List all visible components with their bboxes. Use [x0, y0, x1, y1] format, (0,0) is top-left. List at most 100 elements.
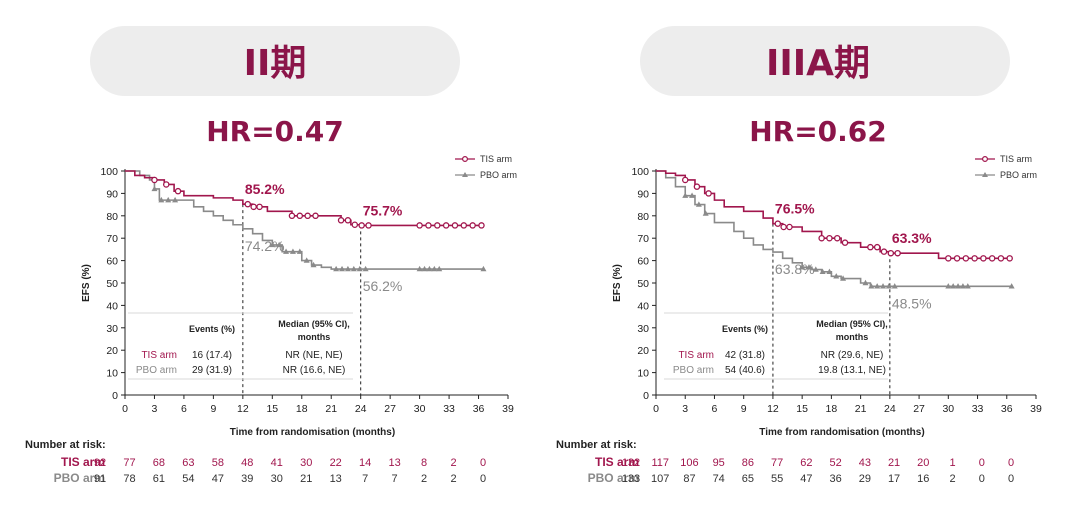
tis-censor-mark — [818, 234, 825, 242]
pbo-censor-mark — [416, 265, 423, 272]
pbo-censor-mark — [158, 196, 165, 203]
risk-tis-count: 0 — [979, 457, 985, 469]
x-axis-title: Time from randomisation (months) — [759, 427, 924, 438]
risk-pbo-count: 0 — [979, 473, 985, 485]
tis-censor-mark — [894, 249, 901, 257]
risk-pbo-count: 54 — [182, 473, 194, 485]
x-tick-label: 15 — [796, 403, 808, 415]
tis-censor-mark — [442, 222, 450, 229]
pbo-censor-mark — [695, 201, 702, 207]
y-tick-label: 70 — [637, 233, 649, 245]
risk-tis-label: TIS arm — [595, 455, 639, 469]
table-arm-label: PBO arm — [136, 365, 177, 376]
legend-tis-marker — [981, 156, 988, 163]
tis-censor-mark — [887, 249, 895, 257]
pbo-censor-mark — [805, 264, 812, 270]
risk-pbo-count: 87 — [683, 473, 695, 485]
y-tick-label: 50 — [106, 278, 118, 290]
y-tick-label: 80 — [106, 211, 118, 223]
risk-pbo-count: 2 — [949, 473, 955, 485]
tis-arm-curve — [125, 170, 484, 227]
risk-tis-count: 1 — [949, 457, 955, 469]
tis-censor-mark — [997, 255, 1005, 262]
pbo-censor-mark — [812, 266, 819, 272]
table-header-median-line1: Median (95% CI), — [278, 319, 350, 329]
pbo-censor-mark — [868, 283, 875, 289]
risk-tis-count: 58 — [212, 457, 224, 469]
table-events-value: 42 (31.8) — [725, 350, 765, 361]
risk-tis-count: 43 — [859, 457, 871, 469]
table-median-value: NR (16.6, NE) — [283, 365, 346, 376]
pbo-censor-mark — [165, 196, 172, 203]
pbo-censor-mark — [826, 268, 833, 274]
risk-tis-count: 92 — [94, 457, 106, 469]
hazard-ratio: HR=0.62 — [749, 115, 887, 148]
x-tick-label: 24 — [355, 403, 367, 415]
stage-pill — [90, 26, 460, 96]
pbo-censor-mark — [276, 241, 283, 248]
risk-tis-count: 21 — [888, 457, 900, 469]
tis-censor-mark — [988, 255, 996, 262]
x-tick-label: 33 — [443, 403, 455, 415]
risk-tis-count: 41 — [271, 457, 283, 469]
risk-tis-count: 8 — [421, 457, 427, 469]
tis-censor-mark — [873, 243, 881, 251]
table-header-median-line2: months — [836, 332, 869, 342]
risk-pbo-count: 74 — [713, 473, 725, 485]
risk-pbo-count: 91 — [94, 473, 106, 485]
risk-tis-count: 52 — [829, 457, 841, 469]
tis-landmark-label: 63.3% — [892, 230, 932, 246]
pbo-censor-mark — [356, 265, 363, 272]
risk-tis-count: 86 — [742, 457, 754, 469]
x-tick-label: 21 — [325, 403, 337, 415]
risk-tis-count: 22 — [330, 457, 342, 469]
tis-censor-mark — [962, 255, 970, 262]
pbo-censor-mark — [874, 283, 881, 289]
risk-pbo-count: 133 — [622, 473, 640, 485]
pbo-censor-mark — [682, 192, 689, 198]
pbo-censor-mark — [959, 283, 966, 289]
tis-censor-mark — [425, 222, 432, 229]
x-tick-label: 9 — [741, 403, 747, 415]
x-tick-label: 9 — [210, 403, 216, 415]
y-tick-label: 40 — [637, 300, 649, 312]
tis-censor-mark — [826, 234, 833, 242]
y-tick-label: 100 — [631, 166, 649, 178]
risk-pbo-count: 2 — [450, 473, 456, 485]
pbo-censor-mark — [964, 283, 971, 289]
tis-censor-mark — [705, 190, 712, 197]
tis-censor-mark — [296, 212, 304, 220]
pbo-censor-mark — [702, 210, 709, 216]
x-tick-label: 3 — [682, 403, 688, 415]
pbo-censor-mark — [344, 265, 351, 272]
table-median-value: 19.8 (13.1, NE) — [818, 365, 886, 376]
y-tick-label: 20 — [106, 345, 118, 357]
table-events-value: 54 (40.6) — [725, 365, 765, 376]
pbo-arm-curve — [125, 170, 484, 270]
tis-landmark-label: 85.2% — [245, 181, 285, 197]
y-tick-label: 10 — [637, 368, 649, 380]
risk-pbo-count: 7 — [362, 473, 368, 485]
risk-pbo-count: 39 — [241, 473, 253, 485]
tis-censor-mark — [980, 255, 987, 262]
pbo-censor-mark — [289, 248, 296, 254]
risk-tis-count: 106 — [680, 457, 698, 469]
pbo-censor-mark — [296, 248, 303, 254]
tis-censor-mark — [786, 223, 793, 231]
tis-arm-curve — [656, 170, 1012, 260]
risk-tis-count: 77 — [771, 457, 783, 469]
y-tick-label: 30 — [106, 323, 118, 335]
stage-label: II期 — [244, 43, 307, 84]
y-tick-label: 20 — [637, 345, 649, 357]
pbo-censor-mark — [362, 265, 369, 272]
tis-censor-mark — [351, 221, 359, 229]
pbo-censor-mark — [339, 265, 346, 272]
tis-censor-mark — [833, 234, 841, 242]
tis-censor-mark — [244, 200, 252, 208]
pbo-censor-mark — [799, 264, 806, 270]
tis-censor-mark — [256, 203, 263, 211]
table-header-events: Events (%) — [189, 324, 235, 334]
risk-tis-count: 0 — [1008, 457, 1014, 469]
tis-censor-mark — [945, 255, 952, 262]
